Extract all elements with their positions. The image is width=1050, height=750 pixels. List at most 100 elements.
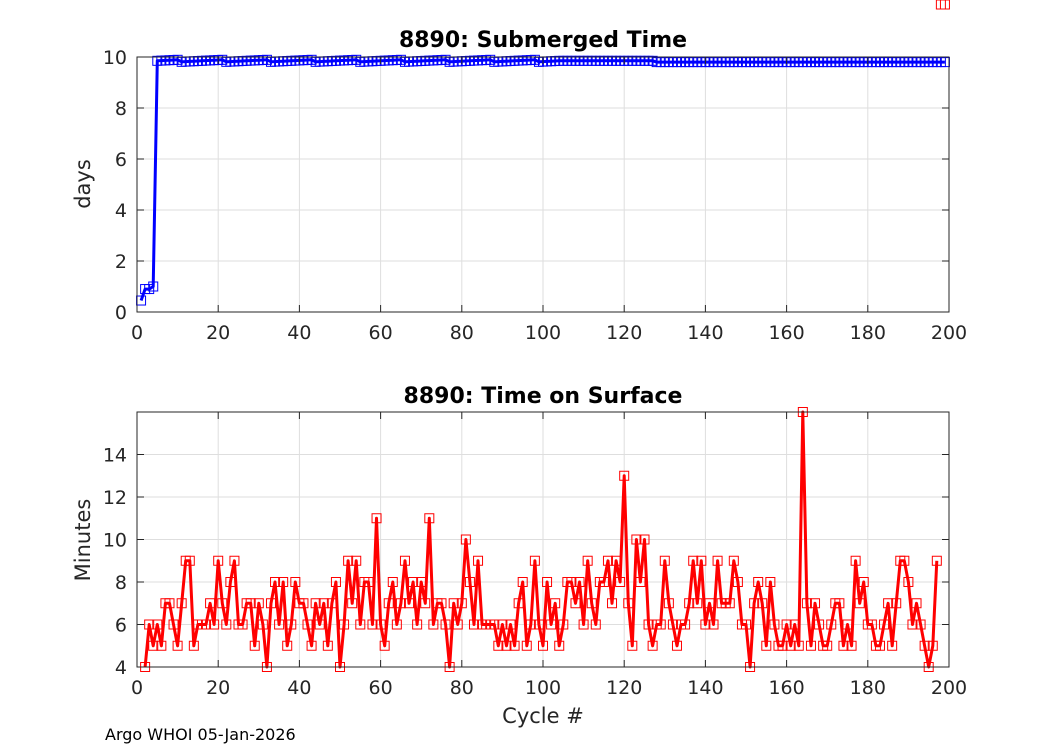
data-point-marker [428,619,439,630]
x-tick-label: 180 [850,322,886,344]
data-point-marker [546,619,557,630]
data-point-marker [757,598,768,609]
data-point-marker [298,598,309,609]
data-point-marker [314,619,325,630]
y-axis-label-bottom: Minutes [71,499,95,582]
data-point-marker [931,555,942,566]
x-tick-label: 140 [687,322,723,344]
x-tick-label: 180 [850,677,886,699]
data-point-marker [529,555,540,566]
data-point-marker [468,619,479,630]
data-point-marker [598,577,609,587]
data-point-marker [253,598,264,609]
data-point-marker [201,619,212,630]
data-point-marker [416,577,427,587]
data-point-marker [148,281,159,292]
y-tick-label: 14 [103,445,127,467]
x-tick-label: 20 [206,677,230,699]
data-point-marker [891,598,902,609]
y-axis-label-top: days [71,159,95,209]
data-point-marker [213,555,224,566]
y-tick-label: 4 [115,200,127,222]
data-point-marker [391,619,402,630]
data-point-marker [188,640,199,651]
data-point-marker [505,619,516,630]
data-point-marker [911,598,922,609]
data-point-marker [696,555,707,566]
data-point-marker [326,598,337,609]
data-point-marker [570,598,581,609]
data-point-marker [509,640,520,651]
x-tick-label: 100 [525,677,561,699]
x-tick-label: 200 [931,677,967,699]
x-tick-label: 40 [287,322,311,344]
data-point-marker [602,555,613,566]
data-point-marker [225,577,236,587]
submerged-time-chart: 0 20 40 60 80 100 120 140 160 180 200 0 2 4 6 8 10 8890… [71,28,967,344]
data-point-marker [270,577,281,587]
data-point-marker [647,640,658,651]
data-point-marker [732,577,743,587]
data-point-marker [680,619,691,630]
data-point-marker [265,598,276,609]
data-point-marker [164,598,175,609]
data-point-marker [578,619,589,630]
y-tick-label: 10 [103,530,127,552]
data-point-marker [663,598,674,609]
surface-time-chart: 0 20 40 60 80 100 120 140 160 180 200 4 6 8 10 12 14 88… [71,0,967,728]
data-point-marker [919,640,930,651]
data-point-marker [237,619,248,630]
data-point-marker [700,619,711,630]
x-tick-label: 0 [131,677,143,699]
x-tick-label: 200 [931,322,967,344]
data-point-marker [257,619,268,630]
data-point-marker [367,619,378,630]
data-point-marker [655,619,666,630]
data-point-marker [627,640,638,651]
data-point-marker [765,577,776,587]
data-point-marker [704,598,715,609]
y-tick-label: 6 [115,149,127,171]
x-axis-label-bottom: Cycle # [502,704,584,728]
data-point-marker [846,640,857,651]
y-tick-label: 8 [115,98,127,120]
data-point-marker [452,619,463,630]
data-point-marker [854,598,865,609]
x-tick-label: 80 [450,677,474,699]
data-point-marker [801,598,812,609]
chart-title-bottom: 8890: Time on Surface [404,384,683,409]
data-point-marker [375,619,386,630]
data-point-marker [903,577,914,587]
data-point-marker [939,0,950,10]
data-point-marker [351,555,362,566]
series-surface [140,0,950,672]
data-point-marker [473,555,484,566]
data-point-marker [899,555,910,566]
x-tick-label: 60 [369,677,393,699]
footer-credit: Argo WHOI 05-Jan-2026 [105,725,296,744]
data-point-marker [290,577,301,587]
data-point-marker [692,598,703,609]
data-point-marker [144,619,155,630]
data-point-marker [464,577,475,587]
data-point-marker [176,598,187,609]
x-ticks-top: 0 20 40 60 80 100 120 140 160 180 200 [131,57,967,344]
data-point-marker [379,640,390,651]
data-point-marker [424,513,435,524]
data-point-marker [274,619,285,630]
data-point-marker [785,640,796,651]
data-point-marker [148,640,159,651]
y-tick-label: 12 [103,487,127,509]
x-tick-label: 160 [768,677,804,699]
data-point-marker [793,640,804,651]
data-point-marker [558,619,569,630]
data-point-marker [521,640,532,651]
x-tick-label: 120 [606,677,642,699]
data-point-marker [724,598,735,609]
y-tick-label: 4 [115,657,127,679]
data-point-marker [209,619,220,630]
data-point-marker [874,640,885,651]
data-point-marker [907,619,918,630]
series-line-surface [143,410,939,669]
